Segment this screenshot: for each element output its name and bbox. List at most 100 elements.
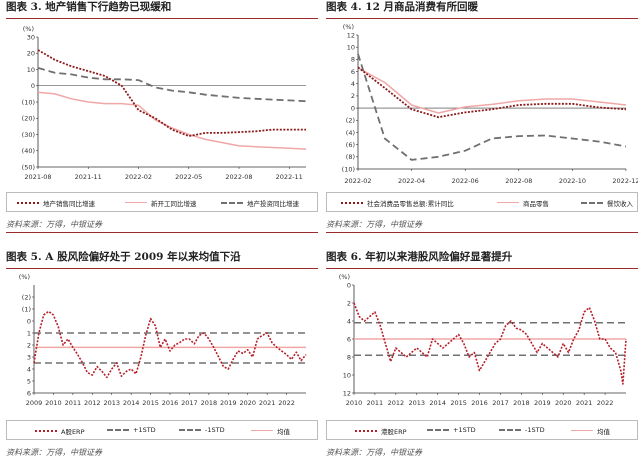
legend-item: 社会消费品零售总额:累计同比 [341, 198, 454, 208]
y-tick-label: 12 [347, 31, 355, 39]
y-tick-label: 0 [31, 82, 35, 90]
x-tick-label: 2015 [142, 399, 159, 407]
legend-item: A股ERP [35, 426, 85, 436]
chart-source: 资料来源：万得，中银证券 [326, 220, 422, 229]
series-line-0 [37, 49, 306, 137]
y-unit-label: (%) [23, 25, 34, 33]
y-tick-label: 0 [347, 281, 351, 289]
chart-legend: 地产销售同比增速 新开工同比增速 地产投资同比增速 [6, 192, 318, 212]
legend-swatch [179, 426, 201, 434]
chart-title: 图表 5. A 股风险偏好处于 2009 年以来均值下沿 [6, 251, 241, 263]
x-tick-label: 2017 [492, 399, 509, 407]
y-tick-label: 8 [347, 353, 351, 361]
y-tick-label: (50) [22, 163, 35, 171]
legend-swatch [571, 427, 593, 435]
legend-label: -1STD [205, 426, 225, 434]
chart-panel-consumption: 图表 4. 12 月商品消费有所回暖 (%) 12 10 8 6 4 2 0 (2) (4) (6)… [326, 0, 638, 233]
title-rule [6, 18, 318, 19]
legend-swatch [221, 199, 243, 207]
source-rule [326, 232, 638, 233]
legend-label: 地产投资同比增速 [247, 200, 299, 208]
y-tick-label: 6 [347, 335, 351, 343]
legend-swatch [341, 199, 363, 207]
x-tick-label: 2021-08 [24, 173, 51, 181]
legend-item: 港股ERP [355, 426, 407, 436]
chart-plot: (%)30 20 10 0 (10) (20) (30) (40) (50) 2021-08 202… [22, 25, 307, 181]
x-tick-label: 2021-11 [75, 173, 102, 181]
x-tick-label: 2015 [450, 399, 467, 407]
x-tick-label: 2010 [346, 399, 363, 407]
x-tick-label: 2019 [534, 399, 551, 407]
x-tick-label: 2022-02 [344, 177, 371, 185]
y-tick-label: (1) [22, 305, 31, 313]
legend-swatch [125, 199, 147, 207]
source-rule [6, 232, 318, 233]
y-unit-label: (%) [19, 273, 30, 281]
title-rule [326, 18, 638, 19]
chart-source: 资料来源：万得，中银证券 [326, 448, 422, 457]
y-unit-label: (%) [339, 273, 350, 281]
legend-item: +1STD [107, 426, 156, 434]
chart-title: 图表 3. 地产销售下行趋势已现缓和 [6, 1, 172, 13]
x-tick-label: 2022-12 [612, 177, 638, 185]
x-tick-label: 2022 [597, 399, 614, 407]
y-tick-label: (2) [346, 117, 355, 125]
x-tick-label: 2022-02 [125, 173, 152, 181]
series-line-0 [357, 66, 627, 119]
legend-item: 商品零售 [497, 198, 549, 208]
x-tick-label: 2010 [45, 399, 62, 407]
x-tick-label: 2016 [162, 399, 179, 407]
chart-panel-hk-erp: 图表 6. 年初以来港股风险偏好显著提升 (%) 0 2 4 6 8 10 12 2010 201… [326, 250, 638, 458]
legend-item: -1STD [499, 426, 545, 434]
legend-swatch [355, 427, 377, 435]
legend-label: 均值 [277, 428, 290, 436]
y-tick-label: 5 [27, 377, 31, 385]
title-rule [326, 268, 638, 269]
y-tick-label: 2 [347, 299, 351, 307]
x-tick-label: 2019 [220, 399, 237, 407]
y-tick-label: (10) [22, 98, 35, 106]
legend-item: 均值 [251, 426, 290, 436]
y-tick-label: 10 [347, 43, 355, 51]
chart-legend: 社会消费品零售总额:累计同比 商品零售 餐饮收入 [326, 192, 638, 212]
x-tick-label: 2009 [26, 399, 43, 407]
legend-swatch [427, 426, 449, 434]
legend-label: A股ERP [61, 428, 85, 436]
x-tick-label: 2012 [84, 399, 101, 407]
y-tick-label: (40) [22, 147, 35, 155]
series-line-0 [33, 310, 307, 379]
y-tick-label: 4 [347, 317, 351, 325]
chart-plot: (%) (2) (1) 0 1 2 3 4 5 6 2009 2010 2011 2012 2013 2014… [19, 273, 307, 407]
title-rule [6, 268, 318, 269]
y-tick-label: (8) [346, 153, 355, 161]
y-tick-label: 3 [27, 353, 31, 361]
x-tick-label: 2022-08 [225, 173, 252, 181]
x-tick-label: 2022-05 [175, 173, 202, 181]
legend-swatch [497, 199, 519, 207]
x-tick-label: 2011 [65, 399, 82, 407]
legend-item: 餐饮收入 [581, 198, 633, 208]
y-tick-label: (10) [342, 165, 355, 173]
series-line-2 [357, 53, 627, 161]
legend-item: +1STD [427, 426, 476, 434]
y-tick-label: (30) [22, 131, 35, 139]
y-tick-label: 6 [27, 389, 31, 397]
chart-legend: 港股ERP +1STD -1STD 均值 [326, 420, 638, 440]
x-tick-label: 2013 [408, 399, 425, 407]
x-tick-label: 2022-04 [398, 177, 425, 185]
y-tick-label: 20 [27, 50, 35, 58]
legend-item: 新开工同比增速 [125, 198, 197, 208]
y-tick-label: (6) [346, 141, 355, 149]
y-tick-label: (2) [22, 293, 31, 301]
x-tick-label: 2018 [201, 399, 218, 407]
legend-item: 均值 [571, 426, 610, 436]
y-tick-label: 6 [351, 68, 355, 76]
chart-panel-a-share-erp: 图表 5. A 股风险偏好处于 2009 年以来均值下沿 (%) (2) (1) 0 1… [6, 250, 318, 458]
x-tick-label: 2022-06 [452, 177, 479, 185]
y-unit-label: (%) [343, 23, 354, 31]
chart-source: 资料来源：万得，中银证券 [6, 220, 102, 229]
chart-source: 资料来源：万得，中银证券 [6, 448, 102, 457]
y-tick-label: 1 [27, 329, 31, 337]
y-tick-label: 30 [27, 33, 35, 41]
legend-label: +1STD [133, 426, 156, 434]
